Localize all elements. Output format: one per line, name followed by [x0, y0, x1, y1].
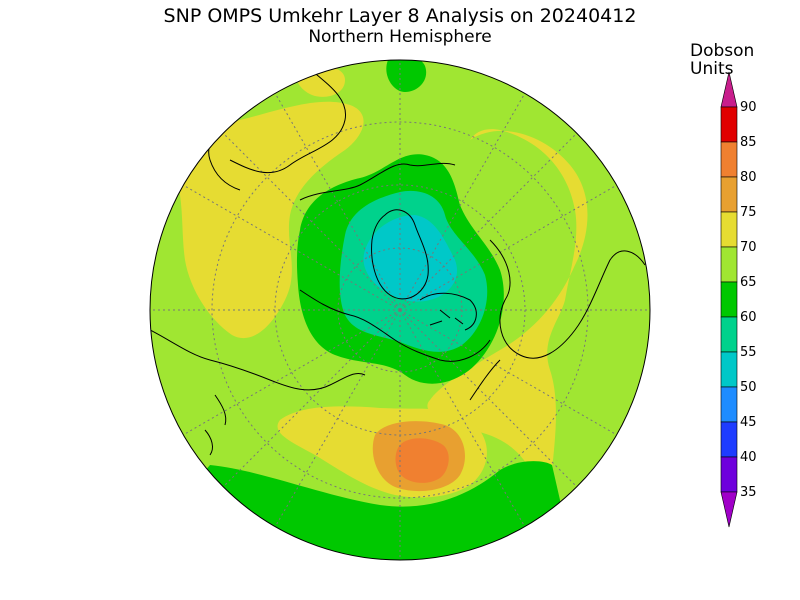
- colorbar-swatch-40-45: [720, 421, 738, 458]
- contour-fill-60-65-top: [386, 60, 427, 92]
- coastline-asia-east: [150, 329, 366, 391]
- colorbar-tick-85: 85: [740, 135, 757, 150]
- coastline-europe: [229, 60, 346, 174]
- contour-fill-80-85: [395, 438, 449, 483]
- colorbar-swatch-55-60: [720, 316, 738, 353]
- map-subtitle: Northern Hemisphere: [308, 27, 491, 47]
- hemisphere-outline: [149, 59, 651, 561]
- colorbar-tick-70: 70: [740, 240, 757, 255]
- colorbar-swatch-50-55: [720, 351, 738, 388]
- coastline-japan: [204, 394, 227, 456]
- colorbar-tick-50: 50: [740, 380, 757, 395]
- colorbar-swatch-85-90: [720, 106, 738, 143]
- coastline-greenland: [371, 209, 429, 300]
- coastline-eurasia-north: [299, 162, 456, 201]
- colorbar-label-line2: Units: [690, 59, 734, 79]
- contour-fill-70-75-east: [427, 129, 588, 470]
- colorbar-swatch-45-50: [720, 386, 738, 423]
- contour-fill-50-55: [363, 215, 458, 302]
- colorbar: Dobson Units 90 85 80 75 70 65 60 55 50 …: [690, 41, 757, 528]
- coastline-siberia: [299, 289, 491, 362]
- contour-fill-70-75-west: [179, 101, 364, 339]
- colorbar-tick-40: 40: [740, 450, 757, 465]
- colorbar-tick-45: 45: [740, 415, 757, 430]
- colorbar-tick-90: 90: [740, 100, 757, 115]
- coastline-north-america: [489, 239, 646, 359]
- colorbar-swatch-80-85: [720, 141, 738, 178]
- colorbar-label-line1: Dobson: [690, 41, 754, 61]
- colorbar-swatch-60-65: [720, 281, 738, 318]
- colorbar-tick-65: 65: [740, 275, 757, 290]
- colorbar-swatch-75-80: [720, 176, 738, 213]
- colorbar-tick-60: 60: [740, 310, 757, 325]
- colorbar-swatch-70-75: [720, 211, 738, 248]
- colorbar-swatch-35-40: [720, 456, 738, 493]
- coastline-alaska: [469, 359, 501, 401]
- map-title: SNP OMPS Umkehr Layer 8 Analysis on 2024…: [164, 5, 637, 27]
- colorbar-swatch-65-70: [720, 246, 738, 283]
- coastline-canada-arctic: [419, 292, 477, 331]
- coastlines: [150, 60, 646, 456]
- colorbar-tick-55: 55: [740, 345, 757, 360]
- colorbar-tick-35: 35: [740, 485, 757, 500]
- colorbar-tick-75: 75: [740, 205, 757, 220]
- colorbar-tick-80: 80: [740, 170, 757, 185]
- graticule: [150, 60, 650, 560]
- colorbar-under-arrow: [720, 491, 738, 528]
